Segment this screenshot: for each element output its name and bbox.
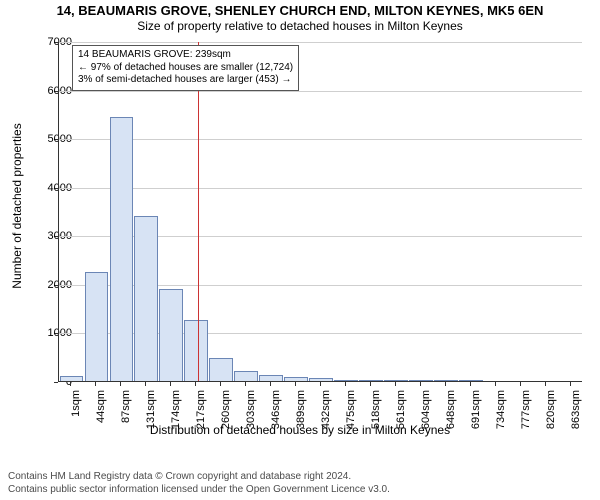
xtick-mark [195,382,196,386]
histogram-bar [359,380,383,381]
histogram-bar [434,380,458,381]
xtick-label: 260sqm [220,390,232,450]
xtick-mark [520,382,521,386]
xtick-label: 432sqm [320,390,332,450]
xtick-mark [420,382,421,386]
xtick-mark [545,382,546,386]
xtick-label: 174sqm [170,390,182,450]
histogram-bar [209,358,233,381]
histogram-bar [384,380,408,381]
grid-line [59,91,582,92]
xtick-mark [445,382,446,386]
xtick-mark [495,382,496,386]
histogram-bar [234,371,258,381]
xtick-mark [270,382,271,386]
xtick-mark [220,382,221,386]
xtick-label: 131sqm [145,390,157,450]
xtick-label: 217sqm [195,390,207,450]
xtick-mark [345,382,346,386]
plot-area [58,42,582,382]
histogram-bar [110,117,134,381]
xtick-mark [470,382,471,386]
histogram-bar [60,376,84,381]
xtick-mark [145,382,146,386]
xtick-label: 475sqm [345,390,357,450]
xtick-label: 518sqm [370,390,382,450]
xtick-mark [95,382,96,386]
xtick-label: 346sqm [270,390,282,450]
xtick-label: 303sqm [245,390,257,450]
annotation-line: 14 BEAUMARIS GROVE: 239sqm [78,49,293,62]
annotation-line: ← 97% of detached houses are smaller (12… [78,62,293,75]
xtick-label: 561sqm [395,390,407,450]
histogram-bar [85,272,109,381]
xtick-label: 820sqm [545,390,557,450]
footer-attribution: Contains HM Land Registry data © Crown c… [8,471,390,496]
y-axis-label: Number of detached properties [10,56,24,356]
histogram-bar [459,380,483,381]
page-title-line1: 14, BEAUMARIS GROVE, SHENLEY CHURCH END,… [0,0,600,18]
x-axis-label: Distribution of detached houses by size … [0,423,600,437]
xtick-mark [245,382,246,386]
chart-container: Number of detached properties 0100020003… [0,36,600,441]
grid-line [59,188,582,189]
grid-line [59,139,582,140]
page-title-line2: Size of property relative to detached ho… [0,18,600,33]
reference-line [198,42,199,381]
histogram-bar [184,320,208,381]
xtick-label: 648sqm [445,390,457,450]
xtick-label: 87sqm [120,390,132,450]
histogram-bar [409,380,433,381]
xtick-mark [120,382,121,386]
footer-line1: Contains HM Land Registry data © Crown c… [8,471,390,484]
xtick-mark [70,382,71,386]
xtick-mark [395,382,396,386]
xtick-label: 691sqm [470,390,482,450]
xtick-mark [570,382,571,386]
xtick-label: 389sqm [295,390,307,450]
xtick-mark [320,382,321,386]
annotation-box: 14 BEAUMARIS GROVE: 239sqm← 97% of detac… [72,45,299,91]
xtick-label: 604sqm [420,390,432,450]
histogram-bar [334,380,358,381]
xtick-mark [295,382,296,386]
xtick-label: 44sqm [95,390,107,450]
footer-line2: Contains public sector information licen… [8,484,390,497]
grid-line [59,42,582,43]
xtick-label: 734sqm [495,390,507,450]
xtick-mark [170,382,171,386]
xtick-label: 1sqm [70,390,82,450]
xtick-label: 863sqm [570,390,582,450]
histogram-bar [134,216,158,381]
histogram-bar [259,375,283,381]
xtick-label: 777sqm [520,390,532,450]
histogram-bar [309,378,333,381]
xtick-mark [370,382,371,386]
histogram-bar [284,377,308,381]
annotation-line: 3% of semi-detached houses are larger (4… [78,74,293,87]
histogram-bar [159,289,183,381]
